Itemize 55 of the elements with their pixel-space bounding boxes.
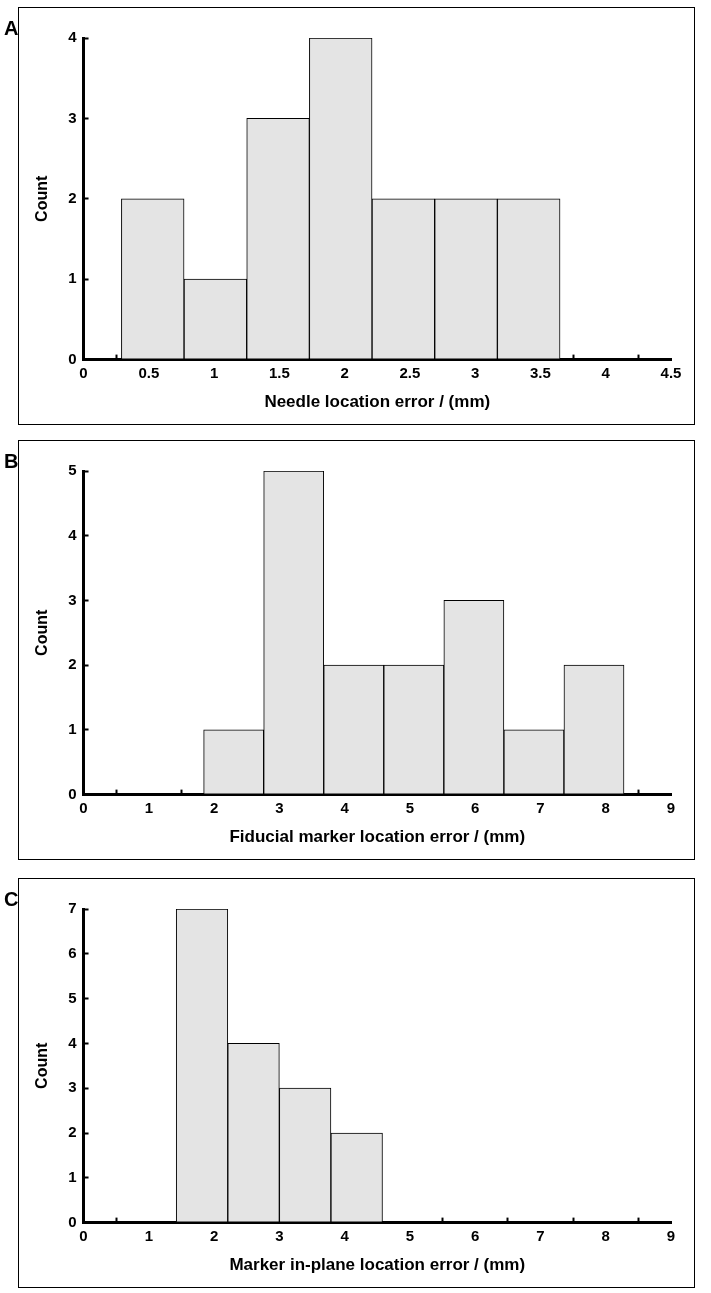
- x-tick-label: 2: [340, 363, 349, 381]
- y-tick-label: 1: [68, 720, 77, 738]
- x-tick-label: 8: [601, 798, 610, 816]
- y-tick-label: 0: [68, 1212, 77, 1230]
- x-tick-label: 5: [405, 1226, 415, 1244]
- y-tick-label: 2: [68, 655, 77, 673]
- y-tick-label: 5: [68, 461, 77, 479]
- x-tick-label: 2: [209, 1226, 219, 1244]
- y-tick-label: 5: [68, 988, 77, 1006]
- chart-title: B: [4, 450, 19, 473]
- y-tick-label: 2: [68, 188, 77, 206]
- x-tick-label: 3: [471, 363, 480, 381]
- x-tick-label: 7: [536, 798, 545, 816]
- x-tick-label: 1.5: [268, 363, 290, 381]
- x-tick-label: 4: [340, 798, 350, 816]
- x-tick-label: 6: [471, 798, 480, 816]
- x-tick-label: 4: [601, 363, 611, 381]
- x-tick-label: 2: [209, 798, 219, 816]
- y-tick-label: 0: [68, 784, 77, 802]
- y-tick-label: 3: [68, 590, 77, 608]
- x-tick-label: 2.5: [399, 363, 421, 381]
- x-axis-title: Marker in-plane location error / (mm): [229, 1255, 526, 1275]
- x-tick-label: 5: [405, 798, 415, 816]
- y-tick-label: 2: [68, 1123, 77, 1141]
- chart-title: A: [4, 17, 19, 40]
- y-axis-title: Count: [33, 175, 51, 222]
- x-tick-label: 1: [209, 363, 219, 381]
- chart-title: C: [4, 888, 19, 911]
- y-tick-label: 4: [68, 525, 78, 543]
- y-axis-title: Count: [33, 1042, 51, 1089]
- y-tick-label: 7: [68, 899, 77, 917]
- x-tick-label: 7: [536, 1226, 545, 1244]
- x-tick-label: 6: [471, 1226, 480, 1244]
- x-tick-label: 9: [666, 1226, 676, 1244]
- x-tick-label: 0.5: [138, 363, 160, 381]
- y-tick-label: 1: [68, 1167, 77, 1185]
- x-tick-label: 9: [666, 798, 676, 816]
- y-tick-label: 6: [68, 943, 77, 961]
- y-tick-label: 4: [68, 1033, 78, 1051]
- x-tick-label: 1: [144, 1226, 153, 1244]
- x-tick-label: 1: [144, 798, 153, 816]
- x-tick-label: 4.5: [660, 363, 682, 381]
- y-tick-label: 4: [68, 28, 78, 46]
- x-tick-label: 3: [275, 1226, 284, 1244]
- x-tick-label: 4: [340, 1226, 350, 1244]
- y-tick-label: 0: [68, 349, 77, 367]
- x-tick-label: 8: [601, 1226, 610, 1244]
- x-tick-label: 3: [275, 798, 284, 816]
- x-axis-title: Needle location error / (mm): [264, 392, 491, 412]
- y-tick-label: 1: [68, 269, 77, 287]
- x-axis-title: Fiducial marker location error / (mm): [229, 827, 526, 847]
- x-tick-label: 3.5: [530, 363, 551, 381]
- y-axis-title: Count: [33, 609, 51, 656]
- y-tick-label: 3: [68, 108, 77, 126]
- y-tick-label: 3: [68, 1078, 77, 1096]
